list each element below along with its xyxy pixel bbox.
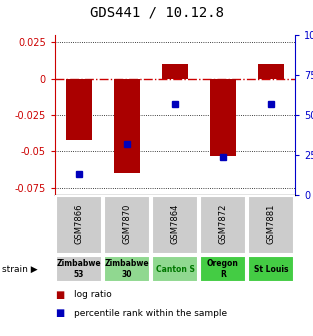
Text: percentile rank within the sample: percentile rank within the sample [74,309,227,318]
Bar [248,196,294,254]
Bar [152,196,198,254]
Text: GSM7870: GSM7870 [122,204,131,244]
Text: GDS441 / 10.12.8: GDS441 / 10.12.8 [90,5,223,19]
Bar [248,256,294,283]
Text: GSM7881: GSM7881 [266,204,275,244]
Bar [104,196,150,254]
Text: Oregon
R: Oregon R [207,259,239,279]
Bar [200,256,246,283]
Bar [210,79,236,156]
Bar [66,79,92,140]
Text: log ratio: log ratio [74,290,111,299]
Text: strain ▶: strain ▶ [2,264,38,274]
Text: ■: ■ [55,290,64,300]
Text: GSM7872: GSM7872 [218,204,228,244]
Text: GSM7866: GSM7866 [74,204,84,244]
Text: GSM7864: GSM7864 [171,204,179,244]
Bar [56,196,102,254]
Text: Canton S: Canton S [156,264,194,274]
Bar [114,79,140,173]
Bar [200,196,246,254]
Text: ■: ■ [55,308,64,318]
Text: St Louis: St Louis [254,264,288,274]
Bar [56,256,102,283]
Bar [104,256,150,283]
Bar [162,64,188,79]
Bar [152,256,198,283]
Text: Zimbabwe
53: Zimbabwe 53 [57,259,101,279]
Text: Zimbabwe
30: Zimbabwe 30 [105,259,149,279]
Bar [258,64,284,79]
